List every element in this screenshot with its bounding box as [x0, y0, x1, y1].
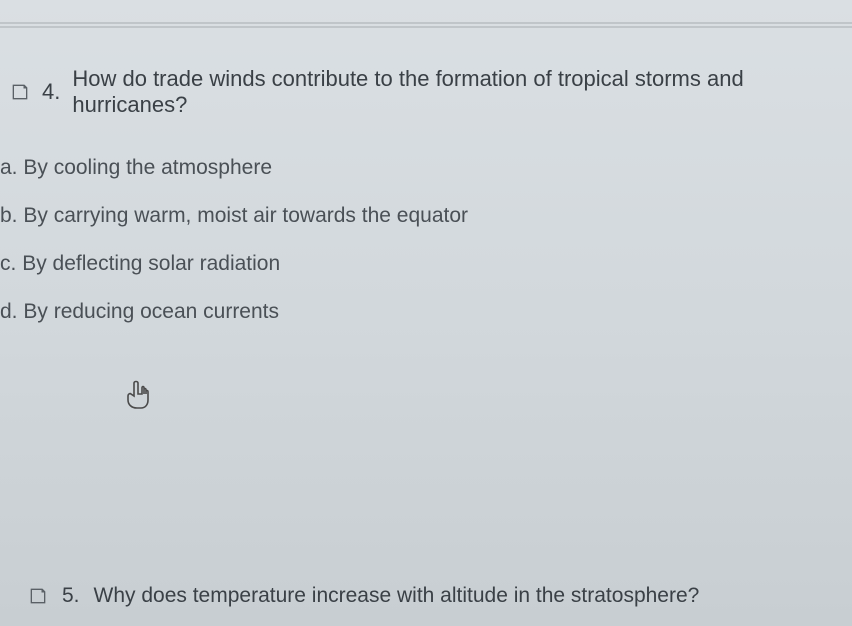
option-c-text: By deflecting solar radiation — [22, 252, 280, 275]
question-5-block: 5. Why does temperature increase with al… — [0, 584, 852, 608]
option-b[interactable]: b. By carrying warm, moist air towards t… — [0, 180, 852, 228]
question-4-header: 4. How do trade winds contribute to the … — [0, 28, 852, 118]
note-icon — [10, 82, 30, 102]
horizontal-divider — [0, 22, 852, 24]
question-4-text: How do trade winds contribute to the for… — [72, 66, 852, 118]
option-a-letter: a. — [0, 156, 18, 179]
pointer-cursor-icon — [125, 380, 151, 410]
option-c-letter: c. — [0, 252, 16, 275]
option-b-text: By carrying warm, moist air towards the … — [23, 204, 468, 227]
question-4-block: 4. How do trade winds contribute to the … — [0, 28, 852, 324]
option-a-text: By cooling the atmosphere — [23, 156, 272, 179]
question-5-text: Why does temperature increase with altit… — [94, 584, 700, 608]
option-d-letter: d. — [0, 300, 18, 323]
option-d-text: By reducing ocean currents — [23, 300, 279, 323]
question-5-number: 5. — [62, 584, 80, 608]
question-4-number: 4. — [42, 79, 60, 105]
option-a[interactable]: a. By cooling the atmosphere — [0, 132, 852, 180]
option-c[interactable]: c. By deflecting solar radiation — [0, 228, 852, 276]
option-d[interactable]: d. By reducing ocean currents — [0, 276, 852, 324]
option-b-letter: b. — [0, 204, 18, 227]
note-icon — [28, 586, 48, 606]
